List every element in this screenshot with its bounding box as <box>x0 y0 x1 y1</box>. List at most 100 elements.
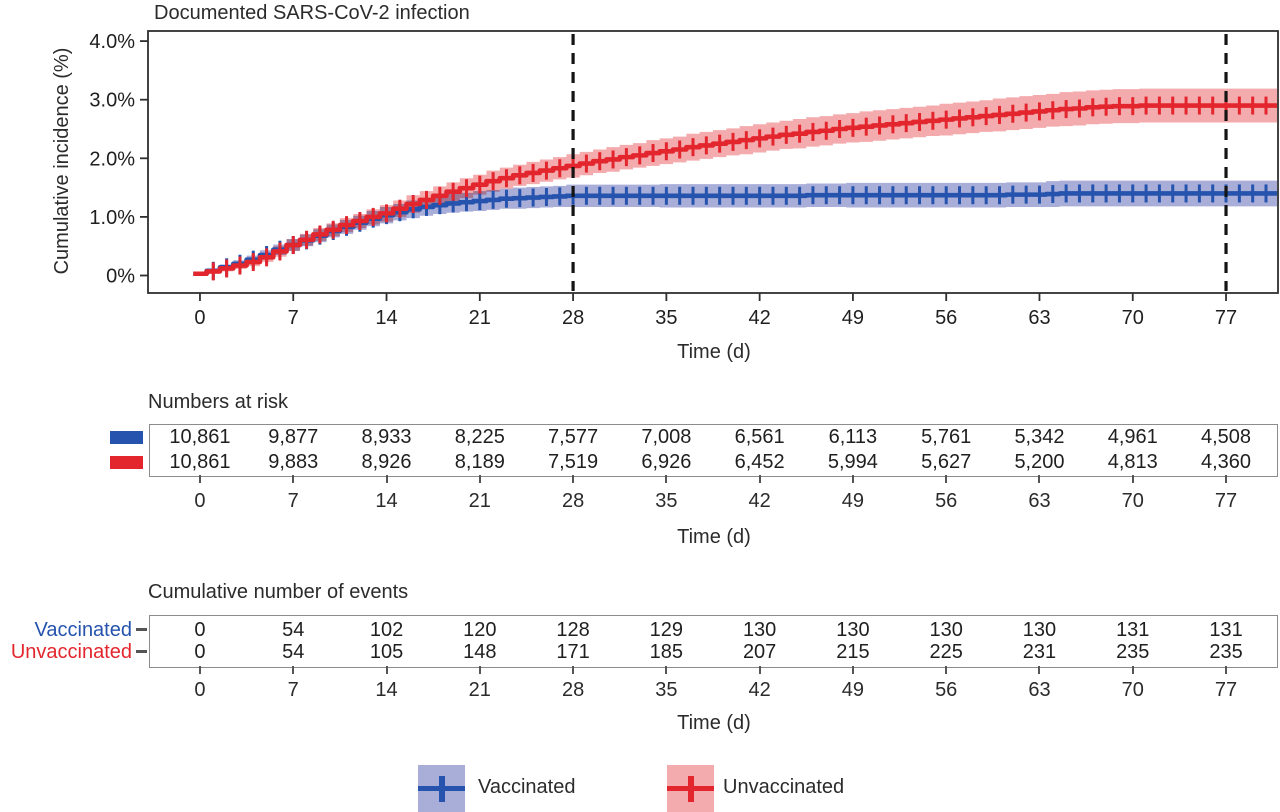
risk-cell: 5,200 <box>1014 451 1065 473</box>
risk-cell: 6,561 <box>734 426 785 448</box>
column-tick <box>1225 666 1228 674</box>
column-label: 7 <box>287 490 299 512</box>
risk-cell: 7,008 <box>641 426 692 448</box>
column-tick <box>665 666 668 674</box>
events-cell: 215 <box>836 641 870 663</box>
risk-cell: 6,926 <box>641 451 692 473</box>
risk-cell: 4,508 <box>1200 426 1252 448</box>
column-tick <box>945 475 948 483</box>
column-label: 0 <box>194 679 206 701</box>
column-tick <box>851 666 854 674</box>
column-tick <box>945 666 948 674</box>
column-label: 21 <box>468 679 491 701</box>
column-label: 77 <box>1214 679 1238 701</box>
events-cell: 148 <box>463 641 497 663</box>
risk-cell: 8,225 <box>454 426 505 448</box>
column-label: 42 <box>748 679 771 701</box>
events-cell: 207 <box>742 641 777 663</box>
events-cell: 130 <box>929 619 963 641</box>
column-label: 0 <box>194 490 206 512</box>
events-table-title: Cumulative number of events <box>148 581 409 603</box>
column-label: 49 <box>841 490 865 512</box>
legend-censor-tick-unvaccinated <box>687 775 694 802</box>
events-row-dash-vaccinated <box>136 628 147 631</box>
events-cell: 130 <box>1022 619 1057 641</box>
legend-label-unvaccinated: Unvaccinated <box>723 776 845 798</box>
x-axis-label-events: Time (d) <box>677 712 751 734</box>
events-cell: 225 <box>929 641 963 663</box>
risk-cell: 5,627 <box>921 451 972 473</box>
column-tick <box>758 475 761 483</box>
column-label: 21 <box>468 490 491 512</box>
risk-cell: 4,813 <box>1107 451 1158 473</box>
risk-table-box <box>149 424 1278 477</box>
events-cell: 130 <box>836 619 870 641</box>
events-cell: 54 <box>282 641 305 663</box>
risk-cell: 9,883 <box>268 451 319 473</box>
column-label: 28 <box>561 679 585 701</box>
unvaccinated-censor-ticks <box>211 96 1268 281</box>
x-tick-label: 35 <box>655 307 677 329</box>
x-tick-label: 42 <box>749 307 771 329</box>
column-tick <box>1131 475 1134 483</box>
column-tick <box>198 475 201 483</box>
events-cell: 235 <box>1209 641 1243 663</box>
events-table-box <box>149 615 1278 668</box>
x-tick-label: 21 <box>469 307 491 329</box>
events-cell: 54 <box>282 619 305 641</box>
column-label: 35 <box>655 490 678 512</box>
column-tick <box>478 475 481 483</box>
column-tick <box>385 475 388 483</box>
column-label: 63 <box>1028 490 1051 512</box>
events-cell: 130 <box>742 619 777 641</box>
risk-cell: 8,933 <box>361 426 412 448</box>
column-tick <box>572 475 575 483</box>
events-cell: 171 <box>556 641 590 663</box>
y-tick-label: 4.0% <box>89 31 135 53</box>
column-tick <box>385 666 388 674</box>
risk-table-title: Numbers at risk <box>148 391 289 413</box>
risk-cell: 4,961 <box>1107 426 1158 448</box>
risk-cell: 6,113 <box>828 426 878 448</box>
column-tick <box>1038 666 1041 674</box>
column-tick <box>572 666 575 674</box>
events-cell: 235 <box>1116 641 1150 663</box>
risk-cell: 8,926 <box>361 451 412 473</box>
x-tick-label: 0 <box>194 307 205 329</box>
legend-censor-tick-vaccinated <box>438 775 445 802</box>
events-row-dash-unvaccinated <box>136 650 147 653</box>
events-cell: 185 <box>649 641 684 663</box>
risk-cell: 6,452 <box>734 451 785 473</box>
x-tick-label: 63 <box>1028 307 1050 329</box>
risk-cell: 5,761 <box>921 426 972 448</box>
events-cell: 131 <box>1209 619 1243 641</box>
x-tick-label: 70 <box>1122 307 1144 329</box>
column-tick <box>292 666 295 674</box>
column-label: 56 <box>935 490 958 512</box>
events-cell: 120 <box>463 619 497 641</box>
x-tick-label: 77 <box>1215 307 1237 329</box>
unvaccinated-incidence-line <box>193 103 1277 277</box>
column-label: 56 <box>935 679 958 701</box>
x-tick-label: 14 <box>375 307 397 329</box>
risk-cell: 5,342 <box>1014 426 1065 448</box>
risk-row-swatch-unvaccinated <box>110 456 143 469</box>
column-tick <box>1131 666 1134 674</box>
column-label: 14 <box>375 490 398 512</box>
column-tick <box>758 666 761 674</box>
x-axis-label-main: Time (d) <box>677 341 751 363</box>
events-row-label-unvaccinated: Unvaccinated <box>10 641 132 663</box>
plot-area <box>193 88 1277 281</box>
risk-cell: 9,877 <box>268 426 319 448</box>
column-tick <box>665 475 668 483</box>
column-tick <box>198 666 201 674</box>
events-cell: 231 <box>1022 641 1057 663</box>
events-cell: 128 <box>556 619 590 641</box>
risk-cell: 8,189 <box>454 451 505 473</box>
column-tick <box>292 475 295 483</box>
column-label: 63 <box>1028 679 1051 701</box>
risk-cell: 7,519 <box>548 451 599 473</box>
x-axis-label-risk: Time (d) <box>677 526 751 548</box>
column-tick <box>1225 475 1228 483</box>
risk-cell: 10,861 <box>169 451 231 473</box>
